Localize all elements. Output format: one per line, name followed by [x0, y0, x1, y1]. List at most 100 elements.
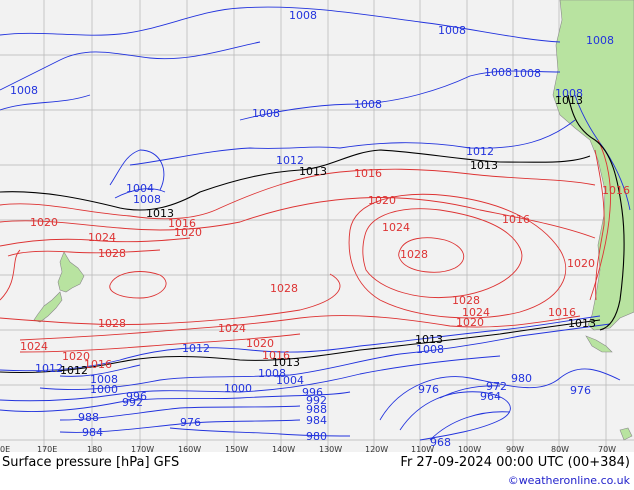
- isobar-label: 1008: [513, 67, 541, 80]
- isobar-label: 984: [306, 414, 327, 427]
- isobar-label: 1008: [354, 98, 382, 111]
- low-isobar-labels: 1008 1008 1008 1008 1008 1008 1008 1008 …: [10, 9, 614, 449]
- isobar-label: 1016: [502, 213, 530, 226]
- ocean-background: [0, 0, 634, 452]
- isobar-label: 1013: [470, 159, 498, 172]
- isobar-label: 1008: [438, 24, 466, 37]
- isobar-label: 1020: [62, 350, 90, 363]
- credit-link[interactable]: ©weatheronline.co.uk: [507, 474, 630, 487]
- isobar-label: 1020: [567, 257, 595, 270]
- isobar-label: 976: [180, 416, 201, 429]
- high-pressure-isobars: [0, 139, 611, 353]
- isobar-label: 996: [302, 386, 323, 399]
- isobar-label: 964: [480, 390, 501, 403]
- lon-label: 130W: [319, 445, 342, 454]
- isobar-label: 1012: [466, 145, 494, 158]
- lon-label: 170E: [37, 445, 57, 454]
- lon-label: 100W: [458, 445, 481, 454]
- isobar-label: 1012: [60, 364, 88, 377]
- isobar-label: 1004: [126, 182, 154, 195]
- falkland-islands: [619, 427, 633, 441]
- isobar-label: 980: [306, 430, 327, 443]
- isobar-label: 1016: [84, 358, 112, 371]
- isobar-label: 1016: [354, 167, 382, 180]
- isobar-label: 988: [78, 411, 99, 424]
- isobar-label: 1020: [30, 216, 58, 229]
- new-zealand-north-island: [57, 251, 85, 293]
- isobar-label: 1013: [146, 207, 174, 220]
- isobar-label: 1028: [98, 247, 126, 260]
- isobar-label: 1020: [368, 194, 396, 207]
- isobar-label: 1024: [218, 322, 246, 335]
- forecast-datetime: Fr 27-09-2024 00:00 UTC (00+384): [400, 455, 630, 470]
- lon-label: 110W: [411, 445, 434, 454]
- land: [33, 0, 634, 441]
- isobar-label: 980: [511, 372, 532, 385]
- map-title: Surface pressure [hPa] GFS: [2, 455, 180, 470]
- longitude-axis: 0E 170E 180 170W 160W 150W 140W 130W 120…: [0, 445, 616, 454]
- lon-edge-label: 0E: [0, 445, 10, 454]
- isobar-label: 1013: [555, 94, 583, 107]
- isobar-label: 1020: [246, 337, 274, 350]
- isobar-label: 1008: [289, 9, 317, 22]
- isobar-label: 968: [430, 436, 451, 449]
- standard-isobars: [0, 94, 625, 374]
- footer-bar: [0, 452, 634, 490]
- isobar-label: 1008: [252, 107, 280, 120]
- isobar-label: 1016: [548, 306, 576, 319]
- isobar-label: 1008: [90, 373, 118, 386]
- standard-isobar-labels: 1013 1013 1013 1013 1013 1013 1013 1012: [60, 94, 596, 377]
- lon-label: 90W: [506, 445, 524, 454]
- isobar-label: 1016: [168, 217, 196, 230]
- lon-label: 140W: [272, 445, 295, 454]
- isobar-label: 1013: [299, 165, 327, 178]
- lon-label: 150W: [225, 445, 248, 454]
- tierra-del-fuego: [585, 335, 613, 353]
- isobar-label: 1028: [400, 248, 428, 261]
- isobar-label: 1012: [276, 154, 304, 167]
- isobar-label: 1000: [90, 383, 118, 396]
- isobar-label: 1008: [484, 66, 512, 79]
- isobar-label: 1012: [182, 342, 210, 355]
- lon-label: 80W: [551, 445, 569, 454]
- isobar-label: 1016: [262, 349, 290, 362]
- isobar-label: 1013: [272, 356, 300, 369]
- isobar-label: 992: [306, 394, 327, 407]
- isobar-label: 1024: [462, 306, 490, 319]
- high-isobar-labels: 1016 1016 1016 1016 1020 1020 1020 1020 …: [20, 167, 630, 371]
- isobar-label: 1008: [133, 193, 161, 206]
- isobar-label: 1008: [555, 87, 583, 100]
- isobar-label: 1028: [452, 294, 480, 307]
- isobar-label: 996: [126, 390, 147, 403]
- low-pressure-isobars: [0, 6, 631, 441]
- lon-label: 160W: [178, 445, 201, 454]
- lon-label: 170W: [131, 445, 154, 454]
- isobar-label: 1016: [602, 184, 630, 197]
- isobar-label: 1013: [568, 317, 596, 330]
- isobar-label: 1028: [98, 317, 126, 330]
- isobar-label: 1008: [586, 34, 614, 47]
- isobar-label: 1012: [35, 362, 63, 375]
- lon-label: 120W: [365, 445, 388, 454]
- isobar-label: 1024: [20, 340, 48, 353]
- isobar-label: 1013: [415, 333, 443, 346]
- isobar-label: 992: [122, 396, 143, 409]
- isobar-label: 1008: [258, 367, 286, 380]
- isobar-label: 1028: [270, 282, 298, 295]
- isobar-label: 1024: [88, 231, 116, 244]
- isobar-label: 1008: [10, 84, 38, 97]
- isobar-label: 1020: [456, 316, 484, 329]
- isobar-label: 1000: [224, 382, 252, 395]
- isobar-label: 988: [306, 403, 327, 416]
- isobar-label: 984: [82, 426, 103, 439]
- isobar-label: 1024: [382, 221, 410, 234]
- isobar-label: 1008: [416, 343, 444, 356]
- lon-label: 180: [87, 445, 102, 454]
- isobar-label: 976: [570, 384, 591, 397]
- isobar-label: 972: [486, 380, 507, 393]
- isobar-label: 1004: [276, 374, 304, 387]
- lon-label: 70W: [598, 445, 616, 454]
- isobar-label: 1020: [174, 226, 202, 239]
- isobar-label: 976: [418, 383, 439, 396]
